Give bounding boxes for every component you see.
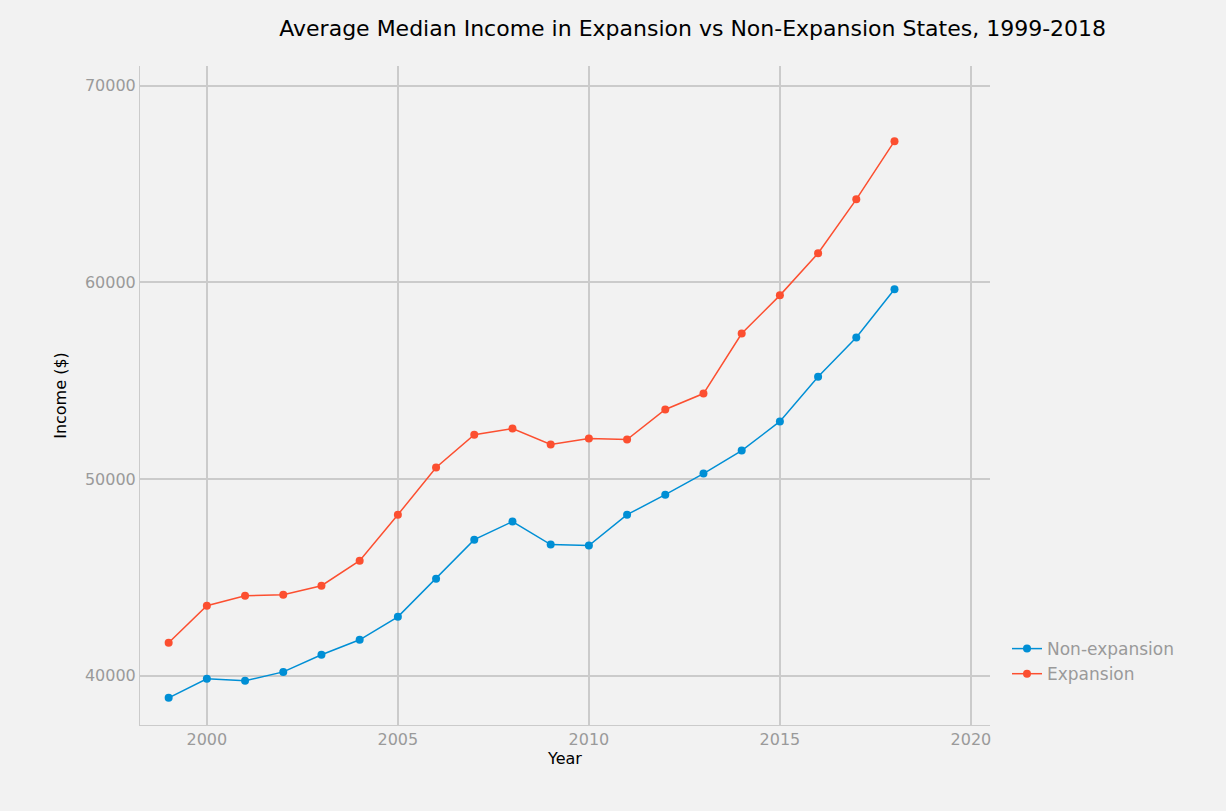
svg-text:2005: 2005: [378, 730, 419, 749]
svg-text:Average Median Income in Expan: Average Median Income in Expansion vs No…: [279, 16, 1106, 41]
svg-text:Income ($): Income ($): [51, 352, 70, 439]
svg-text:2010: 2010: [569, 730, 610, 749]
svg-text:70000: 70000: [85, 76, 136, 95]
svg-text:2015: 2015: [760, 730, 801, 749]
svg-text:2000: 2000: [186, 730, 227, 749]
svg-text:Expansion: Expansion: [1047, 664, 1135, 684]
svg-text:50000: 50000: [85, 470, 136, 489]
svg-text:60000: 60000: [85, 273, 136, 292]
svg-text:40000: 40000: [85, 666, 136, 685]
svg-text:2020: 2020: [951, 730, 992, 749]
svg-text:Non-expansion: Non-expansion: [1047, 639, 1174, 659]
svg-text:Year: Year: [547, 749, 582, 768]
